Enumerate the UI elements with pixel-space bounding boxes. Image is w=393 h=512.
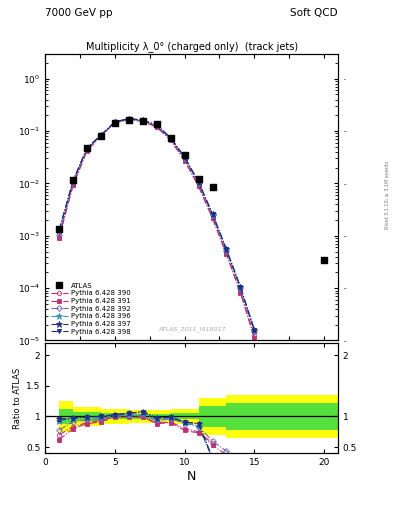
ATLAS (154, 120, 160, 129)
Bar (73, 412, 101, 421)
ATLAS (140, 117, 146, 125)
Bar (268, 403, 338, 430)
ATLAS (182, 151, 188, 159)
Bar (59, 409, 73, 424)
Bar (171, 413, 198, 419)
Bar (226, 395, 268, 438)
Bar (129, 414, 171, 419)
ATLAS (56, 225, 62, 233)
Bar (198, 398, 226, 435)
ATLAS (98, 132, 104, 140)
Bar (171, 409, 198, 424)
Bar (59, 401, 73, 432)
Bar (101, 409, 129, 424)
Y-axis label: Ratio to ATLAS: Ratio to ATLAS (13, 368, 22, 429)
Legend: ATLAS, Pythia 6.428 390, Pythia 6.428 391, Pythia 6.428 392, Pythia 6.428 396, P: ATLAS, Pythia 6.428 390, Pythia 6.428 39… (49, 281, 133, 337)
ATLAS (70, 176, 76, 184)
ATLAS (112, 119, 118, 127)
Text: 7000 GeV pp: 7000 GeV pp (45, 8, 113, 18)
X-axis label: N: N (187, 470, 196, 483)
ATLAS (195, 175, 202, 183)
Text: Soft QCD: Soft QCD (290, 8, 338, 18)
ATLAS (84, 144, 90, 152)
ATLAS (167, 134, 174, 142)
Bar (268, 395, 338, 438)
Bar (198, 406, 226, 427)
Bar (101, 413, 129, 419)
ATLAS (209, 183, 216, 191)
Bar (129, 410, 171, 422)
Text: ATLAS_2011_I919017: ATLAS_2011_I919017 (158, 326, 225, 332)
Bar (73, 407, 101, 425)
Text: Rivet 3.1.10; ≥ 3.1M events: Rivet 3.1.10; ≥ 3.1M events (385, 160, 389, 229)
ATLAS (126, 116, 132, 124)
Bar (226, 403, 268, 430)
ATLAS (321, 255, 327, 264)
Title: Multiplicity λ_0° (charged only)  (track jets): Multiplicity λ_0° (charged only) (track … (86, 41, 298, 53)
